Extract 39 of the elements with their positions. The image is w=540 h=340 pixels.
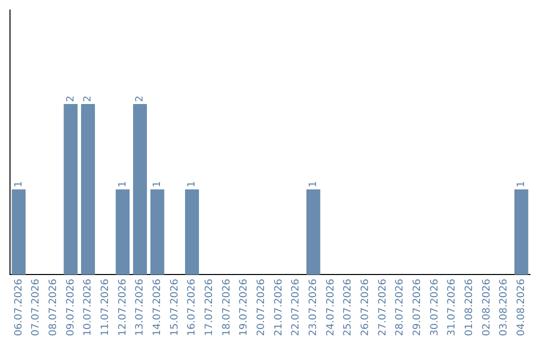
x-tick-label: 28.07.2026 <box>394 278 406 336</box>
x-tick-label: 15.07.2026 <box>169 278 180 336</box>
x-tick-label: 03.08.2026 <box>498 278 510 336</box>
x-tick-label: 27.07.2026 <box>377 278 388 336</box>
data-label: 2 <box>134 96 146 102</box>
data-label: 1 <box>117 180 128 188</box>
x-tick-label: 02.08.2026 <box>481 278 492 336</box>
x-tick-label: 13.07.2026 <box>134 278 146 336</box>
x-tick-label: 30.07.2026 <box>429 278 440 336</box>
x-tick-label: 09.07.2026 <box>65 278 76 336</box>
x-tick-label: 21.07.2026 <box>273 278 284 336</box>
x-tick-label: 19.07.2026 <box>238 278 250 336</box>
x-tick-label: 04.08.2026 <box>516 278 527 336</box>
x-tick-label: 29.07.2026 <box>412 278 423 336</box>
data-label: 1 <box>516 180 527 188</box>
x-tick-label: 23.07.2026 <box>308 278 319 336</box>
x-tick-label: 16.07.2026 <box>186 278 198 336</box>
x-tick-label: 14.07.2026 <box>152 278 163 336</box>
x-tick-label: 06.07.2026 <box>13 278 24 336</box>
data-label: 1 <box>152 180 163 188</box>
x-tick-label: 31.07.2026 <box>446 278 458 336</box>
x-tick-label: 18.07.2026 <box>221 278 232 336</box>
x-tick-label: 26.07.2026 <box>360 278 371 336</box>
data-label: 1 <box>186 180 198 188</box>
x-tick-label: 07.07.2026 <box>30 278 42 336</box>
data-label: 2 <box>82 96 94 102</box>
x-tick-label: 24.07.2026 <box>325 278 336 336</box>
x-tick-label: 12.07.2026 <box>117 278 128 336</box>
x-tick-label: 11.07.2026 <box>100 278 111 336</box>
x-tick-label: 22.07.2026 <box>290 278 302 336</box>
x-tick-label: 10.07.2026 <box>82 278 94 336</box>
data-label: 1 <box>13 180 24 188</box>
x-tick-label: 01.08.2026 <box>464 278 475 336</box>
data-label: 2 <box>65 96 76 102</box>
x-tick-label: 25.07.2026 <box>342 278 354 336</box>
x-tick-label: 08.07.2026 <box>48 278 59 336</box>
x-tick-label: 17.07.2026 <box>204 278 215 336</box>
x-tick-label: 20.07.2026 <box>256 278 267 336</box>
data-label: 1 <box>308 180 319 188</box>
